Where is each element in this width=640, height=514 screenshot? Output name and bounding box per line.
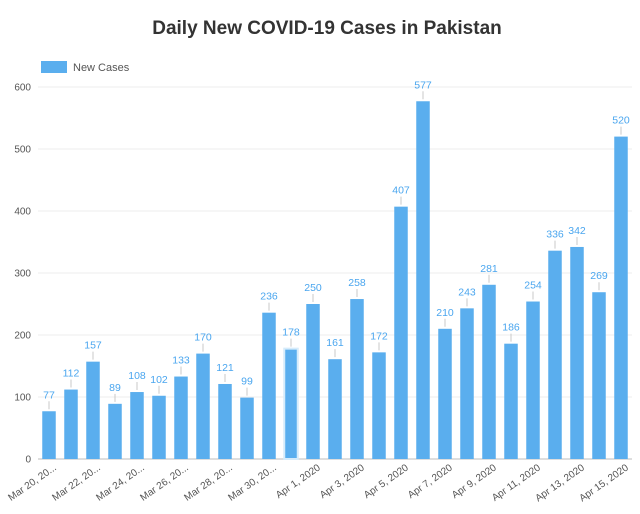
bar[interactable] bbox=[328, 359, 342, 459]
bar-value-label: 243 bbox=[458, 286, 476, 298]
bar-value-label: 407 bbox=[392, 185, 410, 197]
bar[interactable] bbox=[504, 343, 518, 459]
y-tick-label: 300 bbox=[14, 269, 31, 280]
bar-value-label: 133 bbox=[172, 355, 190, 367]
bar-value-label: 281 bbox=[480, 263, 498, 275]
bar-value-label: 99 bbox=[241, 376, 253, 388]
bar[interactable] bbox=[438, 328, 452, 459]
x-tick-label: Apr 3, 2020 bbox=[318, 462, 367, 501]
bar[interactable] bbox=[130, 392, 144, 459]
bar-value-label: 520 bbox=[612, 115, 630, 127]
bar[interactable] bbox=[460, 308, 474, 459]
bar-value-label: 89 bbox=[109, 382, 121, 394]
x-tick-label: Mar 30, 20... bbox=[226, 462, 278, 503]
bar-value-label: 112 bbox=[63, 368, 80, 380]
bar[interactable] bbox=[394, 206, 408, 459]
bar-value-label: 254 bbox=[524, 280, 542, 292]
bar[interactable] bbox=[482, 284, 496, 459]
bar[interactable] bbox=[416, 101, 430, 459]
bar-value-label: 178 bbox=[282, 327, 300, 339]
bar-value-label: 342 bbox=[568, 225, 586, 237]
bar-value-label: 121 bbox=[216, 362, 234, 374]
bar[interactable] bbox=[152, 395, 166, 459]
bar-value-label: 577 bbox=[414, 79, 432, 91]
bar-value-label: 250 bbox=[304, 282, 322, 294]
bar[interactable] bbox=[218, 383, 232, 459]
y-tick-label: 200 bbox=[14, 331, 31, 342]
bars bbox=[42, 101, 628, 461]
x-tick-label: Mar 20, 20... bbox=[6, 462, 58, 503]
bar[interactable] bbox=[526, 301, 540, 459]
bar-value-label: 186 bbox=[502, 322, 520, 334]
y-axis: 0 100 200 300 400 500 600 bbox=[14, 83, 31, 466]
bar-value-label: 102 bbox=[150, 374, 168, 386]
x-tick-label: Mar 28, 20... bbox=[182, 462, 234, 503]
x-tick-label: Mar 22, 20... bbox=[50, 462, 102, 503]
bar-value-label: 108 bbox=[128, 370, 146, 382]
bar[interactable] bbox=[174, 376, 188, 459]
bar[interactable] bbox=[108, 403, 122, 459]
y-tick-label: 400 bbox=[14, 207, 31, 218]
y-tick-label: 500 bbox=[14, 145, 31, 156]
y-tick-label: 100 bbox=[14, 393, 31, 404]
x-tick-label: Mar 26, 20... bbox=[138, 462, 190, 503]
bar-value-label: 170 bbox=[194, 332, 212, 344]
x-axis: Mar 20, 20...Mar 22, 20...Mar 24, 20...M… bbox=[6, 462, 631, 504]
bar[interactable] bbox=[86, 361, 100, 459]
bar-value-label: 258 bbox=[348, 277, 366, 289]
x-tick-label: Apr 15, 2020 bbox=[578, 462, 632, 504]
bar-value-label: 77 bbox=[43, 389, 55, 401]
bar[interactable] bbox=[64, 389, 78, 459]
legend[interactable]: New Cases bbox=[41, 61, 130, 74]
bar[interactable] bbox=[306, 304, 320, 459]
bar[interactable] bbox=[283, 347, 299, 461]
bar[interactable] bbox=[350, 299, 364, 459]
bar[interactable] bbox=[262, 312, 276, 459]
bar[interactable] bbox=[592, 292, 606, 459]
bar[interactable] bbox=[614, 136, 628, 459]
chart-title: Daily New COVID-19 Cases in Pakistan bbox=[152, 18, 502, 39]
bar-value-label: 269 bbox=[590, 270, 608, 282]
y-tick-label: 0 bbox=[25, 455, 31, 466]
y-tick-label: 600 bbox=[14, 83, 31, 94]
bar[interactable] bbox=[372, 352, 386, 459]
x-tick-label: Apr 1, 2020 bbox=[274, 462, 323, 501]
bar-labels: 77 112 157 89 108 102 133 170 121 99 236 178 250 161 2… bbox=[43, 79, 630, 410]
bar[interactable] bbox=[42, 411, 56, 459]
x-tick-label: Apr 5, 2020 bbox=[362, 462, 411, 501]
bar[interactable] bbox=[240, 397, 254, 459]
bar[interactable] bbox=[548, 250, 562, 459]
legend-swatch bbox=[41, 61, 67, 73]
bar-value-label: 161 bbox=[326, 337, 344, 349]
bar-value-label: 336 bbox=[546, 229, 564, 241]
bar-value-label: 157 bbox=[84, 340, 102, 352]
x-tick-label: Apr 7, 2020 bbox=[406, 462, 455, 501]
bar-value-label: 236 bbox=[260, 291, 278, 303]
legend-label: New Cases bbox=[73, 62, 130, 74]
bar-value-label: 210 bbox=[436, 307, 454, 319]
bar[interactable] bbox=[196, 353, 210, 459]
bar[interactable] bbox=[570, 246, 584, 459]
bar-value-label: 172 bbox=[370, 330, 388, 342]
x-tick-label: Mar 24, 20... bbox=[94, 462, 146, 503]
